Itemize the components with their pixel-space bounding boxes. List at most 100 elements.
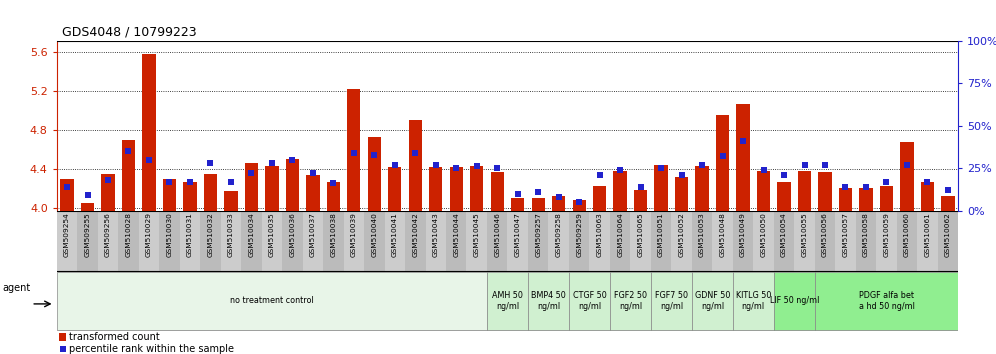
Bar <box>815 211 836 271</box>
Bar <box>179 211 200 271</box>
Bar <box>303 211 323 271</box>
Bar <box>388 167 401 211</box>
Bar <box>590 211 610 271</box>
Text: GSM510047: GSM510047 <box>515 212 521 257</box>
Text: GSM510061: GSM510061 <box>924 212 930 257</box>
Bar <box>365 211 384 271</box>
Bar <box>753 211 774 271</box>
Text: GSM510043: GSM510043 <box>432 212 439 257</box>
Bar <box>757 171 770 211</box>
Text: GDS4048 / 10799223: GDS4048 / 10799223 <box>62 26 196 39</box>
Text: GSM510044: GSM510044 <box>453 212 459 257</box>
Bar <box>593 186 607 211</box>
Bar <box>692 211 712 271</box>
Text: FGF2 50
ng/ml: FGF2 50 ng/ml <box>614 291 646 311</box>
Text: GSM510051: GSM510051 <box>658 212 664 257</box>
Text: CTGF 50
ng/ml: CTGF 50 ng/ml <box>573 291 607 311</box>
Bar <box>675 177 688 211</box>
Bar <box>449 167 463 211</box>
Bar <box>900 142 913 211</box>
Bar <box>119 211 138 271</box>
Bar <box>794 211 815 271</box>
Bar <box>941 196 954 211</box>
Text: GSM510050: GSM510050 <box>761 212 767 257</box>
Text: GSM509259: GSM509259 <box>576 212 583 257</box>
Bar <box>59 333 66 341</box>
Text: GSM510035: GSM510035 <box>269 212 275 257</box>
Text: GSM510053: GSM510053 <box>699 212 705 257</box>
Bar <box>262 211 282 271</box>
Text: GSM510036: GSM510036 <box>290 212 296 257</box>
Bar <box>507 211 528 271</box>
Text: LIF 50 ng/ml: LIF 50 ng/ml <box>770 296 819 306</box>
Bar <box>162 178 176 211</box>
Text: GSM509255: GSM509255 <box>85 212 91 257</box>
Text: GSM510058: GSM510058 <box>863 212 869 257</box>
Bar <box>429 167 442 211</box>
Bar <box>634 190 647 211</box>
Bar <box>671 211 692 271</box>
Bar <box>98 211 119 271</box>
Text: agent: agent <box>3 282 31 293</box>
Bar <box>569 211 590 271</box>
Bar <box>836 211 856 271</box>
Text: GSM510040: GSM510040 <box>372 212 377 257</box>
Bar <box>716 115 729 211</box>
Text: GSM510037: GSM510037 <box>310 212 316 257</box>
Bar <box>695 166 709 211</box>
Text: transformed count: transformed count <box>70 332 160 342</box>
Bar <box>159 211 179 271</box>
Text: AMH 50
ng/ml: AMH 50 ng/ml <box>492 291 523 311</box>
Bar <box>408 120 422 211</box>
Bar <box>241 211 262 271</box>
Bar <box>610 211 630 271</box>
Text: no treatment control: no treatment control <box>230 296 314 306</box>
Text: GSM510060: GSM510060 <box>904 212 910 257</box>
Bar <box>282 211 303 271</box>
Bar <box>654 165 667 211</box>
Text: GSM510059: GSM510059 <box>883 212 889 257</box>
Text: GSM510049: GSM510049 <box>740 212 746 257</box>
Bar <box>122 140 135 211</box>
Bar <box>736 104 750 211</box>
Bar <box>879 186 893 211</box>
Bar <box>733 211 753 271</box>
Bar <box>487 211 507 271</box>
Bar <box>57 272 487 330</box>
Text: GSM510048: GSM510048 <box>719 212 725 257</box>
Bar <box>466 211 487 271</box>
Bar <box>57 211 78 271</box>
Text: GSM510031: GSM510031 <box>187 212 193 257</box>
Text: GSM510062: GSM510062 <box>945 212 951 257</box>
Text: GSM509254: GSM509254 <box>64 212 70 257</box>
Text: GSM510045: GSM510045 <box>474 212 480 257</box>
Bar <box>650 211 671 271</box>
Text: BMP4 50
ng/ml: BMP4 50 ng/ml <box>531 291 566 311</box>
Text: GSM510039: GSM510039 <box>351 212 357 257</box>
Bar <box>405 211 425 271</box>
Text: GSM510054: GSM510054 <box>781 212 787 257</box>
Bar <box>774 272 815 330</box>
Bar <box>446 211 466 271</box>
Text: percentile rank within the sample: percentile rank within the sample <box>70 344 234 354</box>
Text: GSM509258: GSM509258 <box>556 212 562 257</box>
Bar <box>532 198 545 211</box>
Bar <box>323 211 344 271</box>
Text: GSM510057: GSM510057 <box>843 212 849 257</box>
Bar <box>102 174 115 211</box>
Bar <box>344 211 365 271</box>
Bar <box>920 182 934 211</box>
Bar <box>917 211 937 271</box>
Bar <box>265 166 279 211</box>
Bar <box>425 211 446 271</box>
Bar <box>528 272 569 330</box>
Bar <box>81 203 95 211</box>
Bar <box>138 211 159 271</box>
Text: GDNF 50
ng/ml: GDNF 50 ng/ml <box>694 291 730 311</box>
Text: GSM510055: GSM510055 <box>802 212 808 257</box>
Bar <box>937 211 958 271</box>
Bar <box>549 211 569 271</box>
Bar <box>552 196 566 211</box>
Text: GSM510052: GSM510052 <box>678 212 684 257</box>
Bar <box>614 171 626 211</box>
